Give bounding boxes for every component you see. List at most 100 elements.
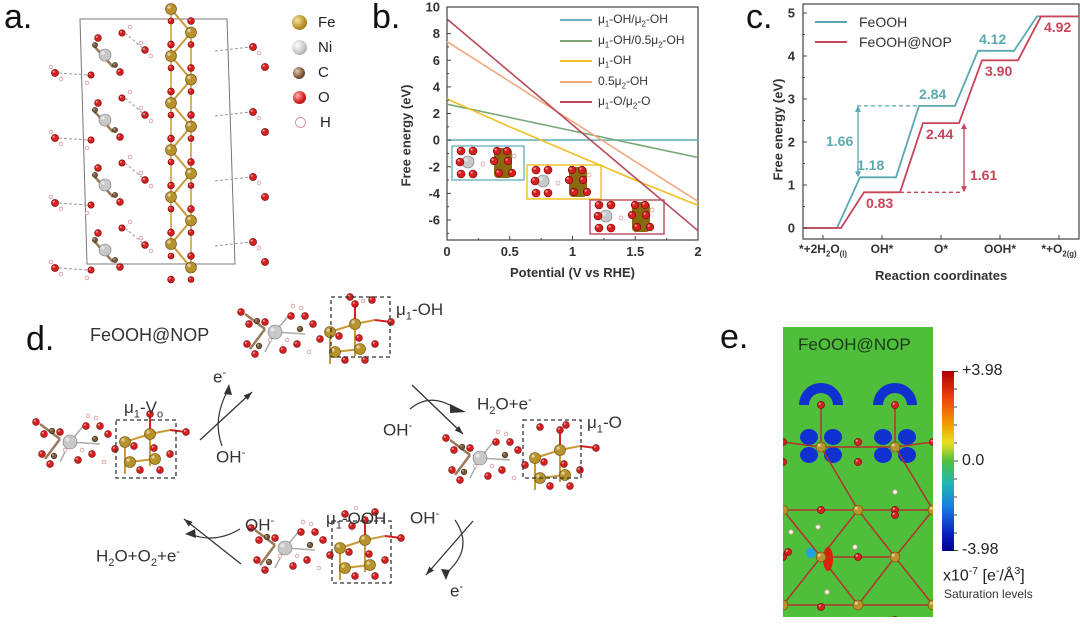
- step2-arrow: [411, 384, 464, 435]
- chart-c-annotation-label: 1.66: [826, 133, 854, 149]
- atom-highlight: [632, 202, 635, 205]
- o-atom: [289, 562, 297, 570]
- legend-h: H: [292, 110, 336, 135]
- reaction-cycle: [32, 293, 600, 584]
- legend-label: FeOOH: [859, 14, 908, 30]
- ni-atom: [62, 434, 78, 450]
- atom-highlight: [183, 429, 186, 432]
- atom-highlight: [52, 200, 55, 203]
- h-atom: [148, 118, 154, 124]
- legend-label: μ1-OH/μ2-OH: [598, 12, 668, 29]
- chart-c-data-label: 3.90: [985, 63, 1013, 80]
- panel-e-label: e.: [720, 318, 749, 356]
- chart-c-ylabel: Free energy (eV): [770, 78, 786, 181]
- chart-c-data-label: 4.92: [1044, 19, 1072, 36]
- h-atom: [360, 298, 366, 304]
- atom-highlight: [522, 462, 525, 465]
- hydrogen-bond: [124, 227, 146, 246]
- o-atom: [253, 556, 261, 564]
- h-atom: [290, 303, 296, 309]
- h-atom: [788, 529, 794, 535]
- o-atom: [111, 445, 119, 453]
- step4-arrow: [183, 518, 242, 565]
- o-atom: [556, 426, 564, 434]
- atom-highlight: [327, 552, 330, 555]
- o-atom: [38, 450, 46, 458]
- h-atom: [138, 170, 144, 176]
- o-atom: [32, 418, 40, 426]
- chart-b-legend-item: 0.5μ2-OH: [560, 72, 685, 93]
- chart-b-legend: μ1-OH/μ2-OH μ1-OH/0.5μ2-OH μ1-OH 0.5μ2-OH μ1…: [560, 10, 685, 113]
- atom-highlight: [117, 199, 120, 202]
- atom-highlight: [298, 327, 300, 329]
- atom-highlight: [168, 183, 171, 186]
- atom-highlight: [157, 467, 160, 470]
- atom-highlight: [593, 445, 596, 448]
- atom-highlight: [188, 112, 191, 115]
- c-atom: [253, 317, 261, 325]
- chart-b-ytick-label: 4: [433, 79, 441, 94]
- o-atom: [448, 466, 456, 474]
- o-atom: [514, 446, 522, 454]
- atom-highlight: [356, 335, 359, 338]
- legend-label: 0.5μ2-OH: [598, 73, 648, 90]
- chart-c-ytick-label: 2: [788, 135, 795, 150]
- atom-highlight: [147, 411, 150, 414]
- o-atom: [261, 566, 269, 574]
- o-atom: [450, 446, 458, 454]
- legend-ni: Ni: [292, 35, 336, 60]
- legend-label: C: [318, 64, 329, 81]
- o-atom: [783, 553, 787, 561]
- o-atom: [387, 318, 395, 326]
- atom-highlight: [595, 213, 598, 216]
- atom-highlight: [537, 424, 540, 427]
- atom-highlight: [608, 202, 611, 205]
- atom-highlight: [929, 506, 933, 510]
- atom-highlight: [88, 267, 91, 270]
- atom-highlight: [577, 467, 580, 470]
- atom-highlight: [308, 543, 310, 545]
- atom-highlight: [509, 170, 512, 173]
- chart-c-ytick-label: 5: [788, 6, 795, 21]
- atom-highlight: [515, 447, 518, 450]
- atom-highlight: [188, 206, 191, 209]
- step1-arrow: [199, 391, 253, 441]
- atom-highlight: [569, 167, 572, 170]
- h-atom: [256, 245, 262, 251]
- chart-b-series-line: [446, 103, 699, 159]
- o-atom: [182, 428, 190, 436]
- atom-highlight: [93, 43, 95, 45]
- o-atom: [293, 340, 301, 348]
- o-atom: [130, 442, 138, 450]
- heatmap-title: FeOOH@NOP: [798, 335, 911, 354]
- atom-highlight: [647, 224, 650, 227]
- atom-highlight: [388, 319, 391, 322]
- atom-highlight: [398, 535, 401, 538]
- o-atom: [46, 460, 54, 468]
- charge-depletion-lobe: [824, 447, 842, 463]
- atom-highlight: [310, 321, 313, 324]
- atom-highlight: [250, 109, 253, 112]
- fe-atom: [815, 551, 827, 563]
- o-atom: [456, 476, 464, 484]
- legend-swatch: [560, 101, 592, 104]
- atom-highlight: [169, 160, 171, 162]
- atom-highlight: [262, 567, 265, 570]
- atom-highlight: [505, 158, 508, 161]
- atom-highlight: [475, 453, 480, 458]
- chart-b-ytick-label: -6: [428, 213, 440, 228]
- atom-highlight: [457, 477, 460, 480]
- chart-c-xtick-label: *+2H2O(l): [798, 242, 848, 259]
- arrowhead: [426, 566, 434, 575]
- bond: [894, 509, 933, 558]
- c-atom: [255, 342, 263, 350]
- h-atom: [316, 565, 322, 571]
- atom-highlight: [262, 194, 265, 197]
- atom-highlight: [629, 212, 632, 215]
- charge-accumulation: [823, 547, 833, 571]
- atom-highlight: [643, 212, 646, 215]
- atom-highlight: [88, 202, 91, 205]
- chart-c-data-label: 4.12: [979, 30, 1007, 47]
- atom-highlight: [52, 135, 55, 138]
- site-highlight-box: [522, 419, 582, 479]
